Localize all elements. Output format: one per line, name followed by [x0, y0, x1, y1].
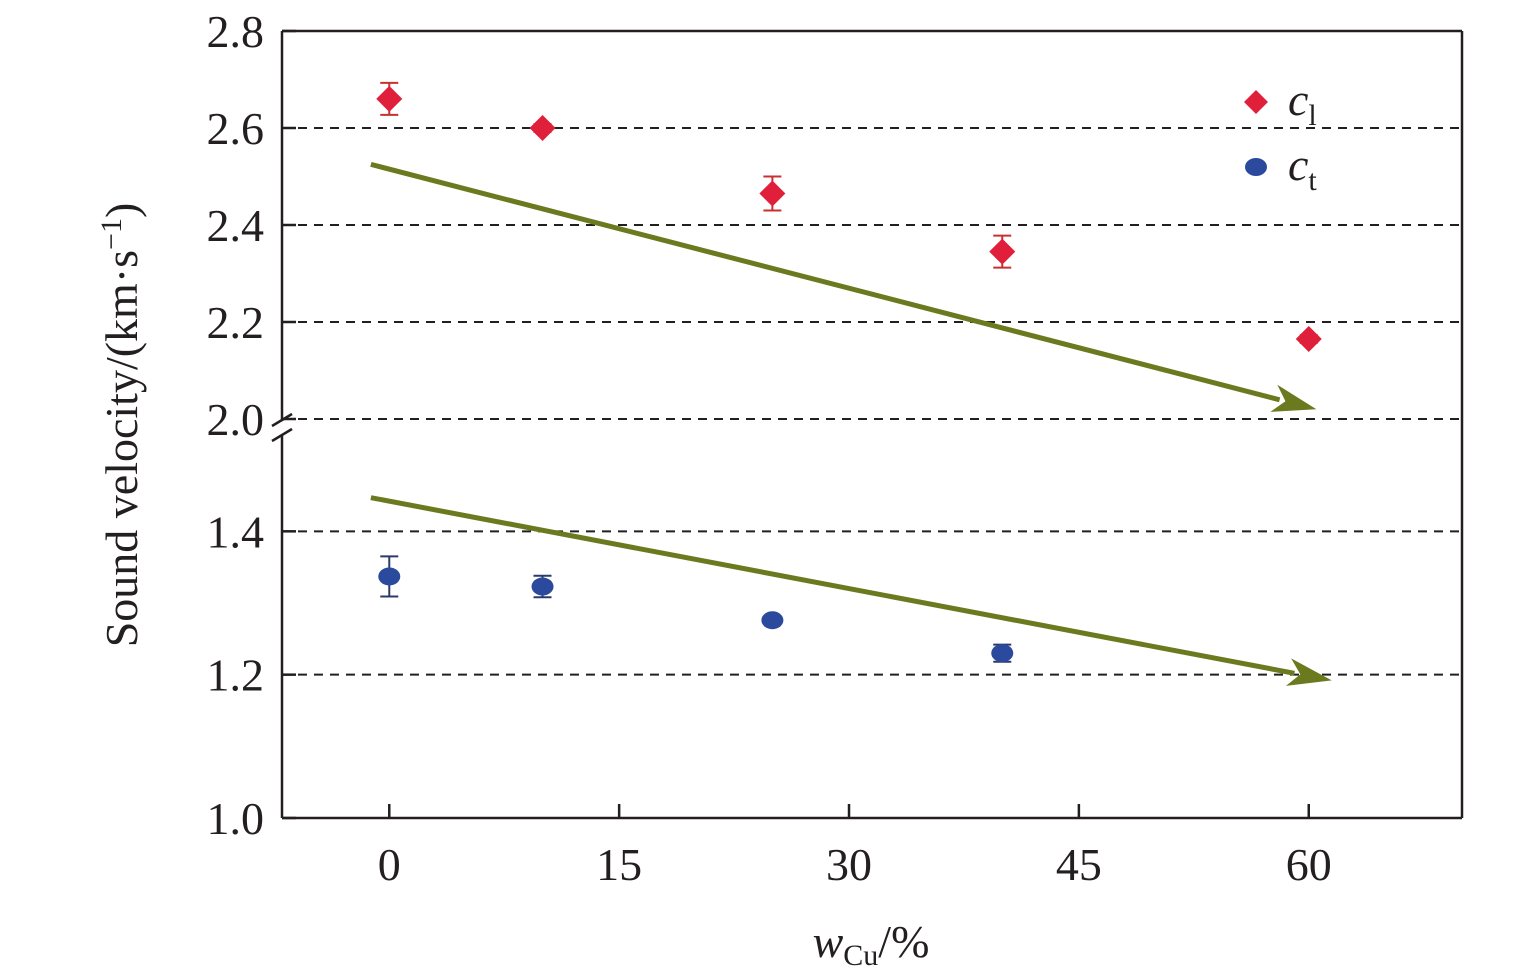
data-points — [376, 81, 1322, 663]
axis-tick-labels: 2.0 2.2 2.4 2.6 2.8 1.0 1.2 1.4 0 15 30 45 60 — [207, 6, 1332, 890]
trend-arrow-shaft — [370, 161, 1281, 403]
x-tick-label: 0 — [378, 839, 401, 890]
y-tick-label: 1.2 — [207, 650, 265, 701]
x-tick-label: 45 — [1056, 839, 1102, 890]
x-axis-title: wCu/% — [813, 916, 930, 972]
data-point-cl — [759, 180, 786, 207]
legend-label-ct: ct — [1288, 139, 1317, 197]
legend: cl ct — [1244, 74, 1317, 197]
y-tick-label: 2.6 — [207, 103, 265, 154]
plot-frame — [280, 29, 1464, 820]
axis-ticks — [282, 29, 1311, 820]
data-point-ct — [531, 577, 554, 596]
y-tick-label: 2.8 — [207, 6, 265, 57]
legend-item-cl: cl — [1244, 74, 1317, 132]
y-tick-label: 1.4 — [207, 506, 265, 557]
data-point-ct — [991, 644, 1014, 663]
trend-arrow-head — [1270, 384, 1317, 412]
y-axis-title: Sound velocity/(km·s−1) — [95, 203, 147, 648]
x-tick-label: 30 — [826, 839, 872, 890]
x-tick-label: 60 — [1286, 839, 1332, 890]
data-point-cl — [529, 115, 556, 141]
trend-arrow-shaft — [370, 495, 1295, 676]
data-point-ct — [378, 567, 401, 586]
legend-item-ct: ct — [1245, 139, 1317, 197]
legend-diamond-icon — [1244, 90, 1268, 114]
data-point-cl — [376, 85, 403, 112]
trend-arrow-head — [1285, 658, 1332, 686]
data-point-ct — [761, 611, 784, 630]
trend-arrows — [370, 161, 1332, 686]
y-tick-label: 2.2 — [207, 297, 265, 348]
x-tick-label: 15 — [596, 839, 642, 890]
data-point-cl — [1295, 325, 1322, 352]
gridlines — [282, 127, 1462, 676]
data-point-cl — [989, 238, 1016, 265]
break-slash — [271, 427, 293, 443]
y-tick-label: 2.0 — [207, 394, 265, 445]
y-tick-label: 1.0 — [207, 793, 265, 844]
y-tick-label: 2.4 — [207, 200, 265, 251]
legend-circle-icon — [1245, 158, 1267, 176]
legend-label-cl: cl — [1288, 74, 1317, 132]
